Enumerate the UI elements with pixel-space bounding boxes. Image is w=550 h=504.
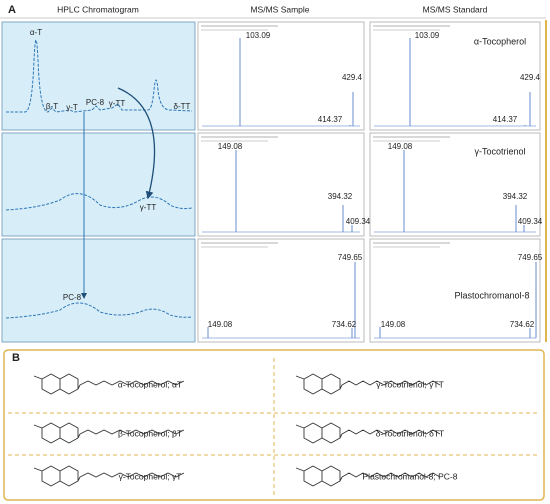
peak-label: δ-TT (174, 102, 191, 111)
column-header: MS/MS Standard (423, 4, 488, 14)
peak-label: γ-TT (109, 99, 126, 108)
structure (295, 422, 441, 444)
column-header: HPLC Chromatogram (57, 4, 139, 14)
sample-spectrum-panel (197, 238, 365, 343)
mz-label: 149.08 (218, 142, 243, 151)
peak-label: α-T (30, 28, 42, 37)
standard-name: γ-Tocotrienol (474, 146, 525, 156)
peak-label: γ-TT (140, 203, 157, 212)
arrow (117, 87, 156, 200)
mz-label: 429.4 (342, 73, 363, 82)
chromatogram-panel (1, 238, 196, 343)
mz-label: 414.37 (493, 115, 518, 124)
compound-name: Plastochromanol-8; PC-8 (363, 471, 458, 481)
chromatogram-trace (5, 302, 193, 319)
mz-label: 149.08 (388, 142, 413, 151)
peak-label: γ-T (66, 103, 78, 112)
compound-name: β-Tocopherol; βT (118, 428, 182, 438)
chromatogram-panel (1, 21, 196, 131)
peak-label: β-T (46, 102, 58, 111)
peak-label: PC-8 (63, 293, 82, 302)
mz-label: 103.09 (415, 31, 440, 40)
sample-spectrum-panel (197, 132, 365, 237)
mz-label: 414.37 (318, 115, 343, 124)
panel-label: B (12, 352, 20, 364)
mz-label: 429.4 (520, 73, 541, 82)
structure (295, 465, 441, 487)
compound-name: α-Tocopherol; αT (118, 379, 182, 389)
mz-label: 749.65 (518, 253, 543, 262)
sample-spectrum-panel (197, 21, 365, 131)
mz-label: 734.62 (332, 320, 357, 329)
panel-label: A (8, 4, 16, 16)
compound-name: δ-Tocotrienol; δTT (376, 428, 445, 438)
mz-label: 149.08 (208, 320, 233, 329)
standard-spectrum-panel (369, 238, 541, 343)
standard-name: Plastochromanol-8 (454, 290, 529, 300)
structure (33, 422, 185, 444)
mz-label: 394.32 (328, 192, 353, 201)
mz-label: 394.32 (503, 192, 528, 201)
mz-label: 734.62 (510, 320, 535, 329)
standard-name: α-Tocopherol (474, 36, 526, 46)
chromatogram-trace (6, 39, 193, 113)
peak-label: PC-8 (86, 98, 105, 107)
chromatogram-trace (5, 193, 193, 211)
structure (33, 465, 185, 487)
compound-name: γ-Tocotrienol; γTT (376, 379, 444, 389)
compound-name: γ-Tocopherol; γT (119, 471, 182, 481)
column-header: MS/MS Sample (250, 4, 309, 14)
mz-label: 149.08 (381, 320, 406, 329)
mz-label: 409.34 (518, 217, 543, 226)
chromatogram-panel (1, 132, 196, 237)
structure (295, 373, 441, 395)
standard-spectrum-panel (369, 21, 541, 131)
mz-label: 409.34 (346, 217, 371, 226)
structure (33, 373, 185, 395)
standard-spectrum-panel (369, 132, 541, 237)
mz-label: 103.09 (246, 31, 271, 40)
mz-label: 749.65 (338, 253, 363, 262)
